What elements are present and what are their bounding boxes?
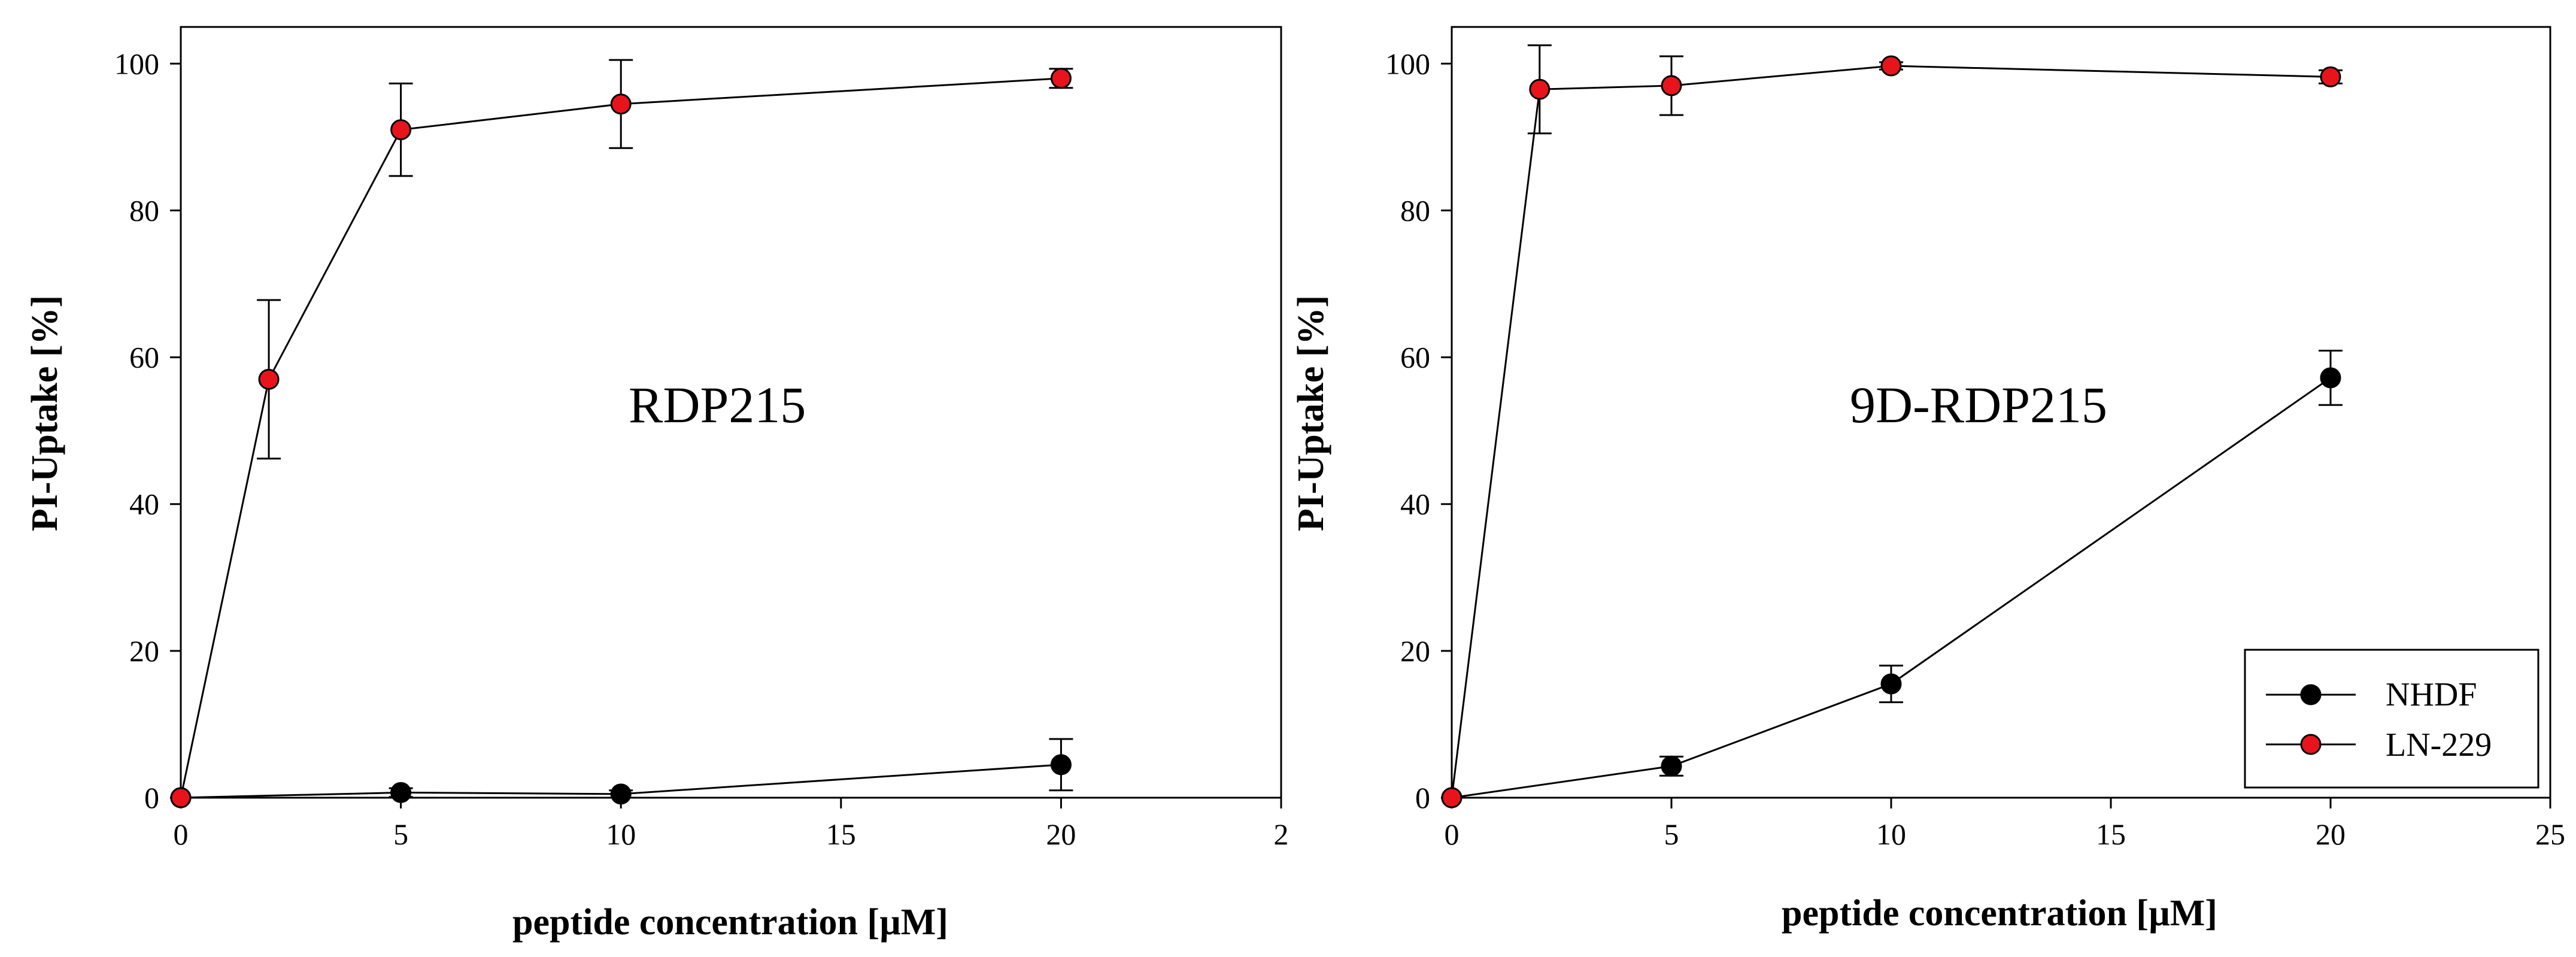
data-point-nhdf: [2320, 367, 2341, 389]
y-tick-label: 20: [1400, 634, 1430, 668]
y-tick-label: 60: [1400, 341, 1430, 374]
data-point-ln229: [170, 787, 192, 808]
data-point-nhdf: [610, 783, 632, 805]
x-axis-label: peptide concentration [µM]: [512, 902, 948, 943]
series-line-ln229: [180, 77, 1061, 798]
data-point-ln229: [610, 93, 632, 115]
series-line-nhdf: [180, 764, 1061, 799]
y-tick-label: 20: [129, 634, 159, 668]
x-tick-label: 15: [826, 817, 856, 851]
series-ln229: [1441, 44, 2343, 808]
data-point-ln229: [1050, 68, 1072, 89]
x-tick-label: 10: [606, 817, 636, 851]
y-tick-label: 100: [114, 47, 159, 80]
y-tick-label: 80: [129, 193, 159, 227]
plot-frame: [1451, 26, 2551, 799]
x-tick-label: 10: [1876, 817, 1906, 851]
y-tick-label: 100: [1385, 47, 1430, 80]
data-point-nhdf: [1880, 673, 1902, 695]
data-point-ln229: [1661, 75, 1682, 96]
legend: NHDF LN-229: [2244, 649, 2539, 789]
data-point-ln229: [258, 368, 280, 390]
data-point-ln229: [390, 119, 412, 141]
data-point-ln229: [1880, 55, 1902, 77]
series-ln229: [170, 59, 1073, 808]
y-tick-label: 0: [1415, 781, 1430, 814]
x-tick-label: 0: [1445, 817, 1460, 851]
legend-marker-ln229: [2300, 734, 2322, 755]
y-tick-label: 40: [129, 487, 159, 521]
chart-9d-rdp215: 0 5 10 15 20 25 0 20 40 60 80 100 9D-RDP215 peptid…: [1291, 26, 2565, 934]
y-axis-label: PI-Uptake [%]: [1291, 295, 1331, 531]
x-tick-label: 25: [2535, 817, 2565, 851]
y-tick-label: 80: [1400, 193, 1430, 227]
x-tick-label: 5: [393, 817, 408, 851]
x-tick-label: 0: [174, 817, 189, 851]
data-point-ln229: [1529, 78, 1551, 100]
y-axis-label: PI-Uptake [%]: [25, 295, 65, 531]
data-point-ln229: [2320, 66, 2341, 87]
x-tick-label: 5: [1664, 817, 1679, 851]
legend-label-nhdf: NHDF: [2386, 676, 2477, 713]
data-point-ln229: [1441, 787, 1463, 808]
data-point-nhdf: [390, 782, 412, 803]
x-tick-label: 15: [2096, 817, 2126, 851]
chart-annotation: RDP215: [629, 376, 806, 434]
series-group: [1441, 44, 2343, 808]
x-axis-label: peptide concentration [µM]: [1782, 893, 2217, 934]
series-group: [170, 59, 1073, 808]
chart-annotation: 9D-RDP215: [1850, 376, 2107, 434]
x-tick-label: 20: [2316, 817, 2346, 851]
data-point-nhdf: [1661, 755, 1682, 777]
y-tick-label: 40: [1400, 487, 1430, 521]
x-ticks: 0 5 10 15 20 25: [1445, 798, 2565, 851]
y-tick-label: 60: [129, 341, 159, 374]
plot-frame: [180, 26, 1282, 799]
y-ticks: 0 20 40 60 80 100: [1385, 47, 1452, 814]
data-point-nhdf: [1050, 754, 1072, 776]
x-tick-label: 20: [1046, 817, 1076, 851]
y-tick-label: 0: [144, 781, 159, 814]
legend-marker-nhdf: [2300, 684, 2322, 705]
legend-label-ln229: LN-229: [2386, 726, 2492, 764]
x-ticks: 0 5 10 15 20 2: [174, 798, 1289, 851]
y-ticks: 0 20 40 60 80 100: [114, 47, 181, 814]
x-tick-label: 2: [1274, 817, 1289, 851]
series-line-nhdf: [1451, 377, 2331, 799]
legend-box: [2244, 649, 2539, 789]
chart-rdp215: 0 5 10 15 20 2 0 20 40 60 80 100 RDP215 peptide co…: [25, 26, 1289, 943]
